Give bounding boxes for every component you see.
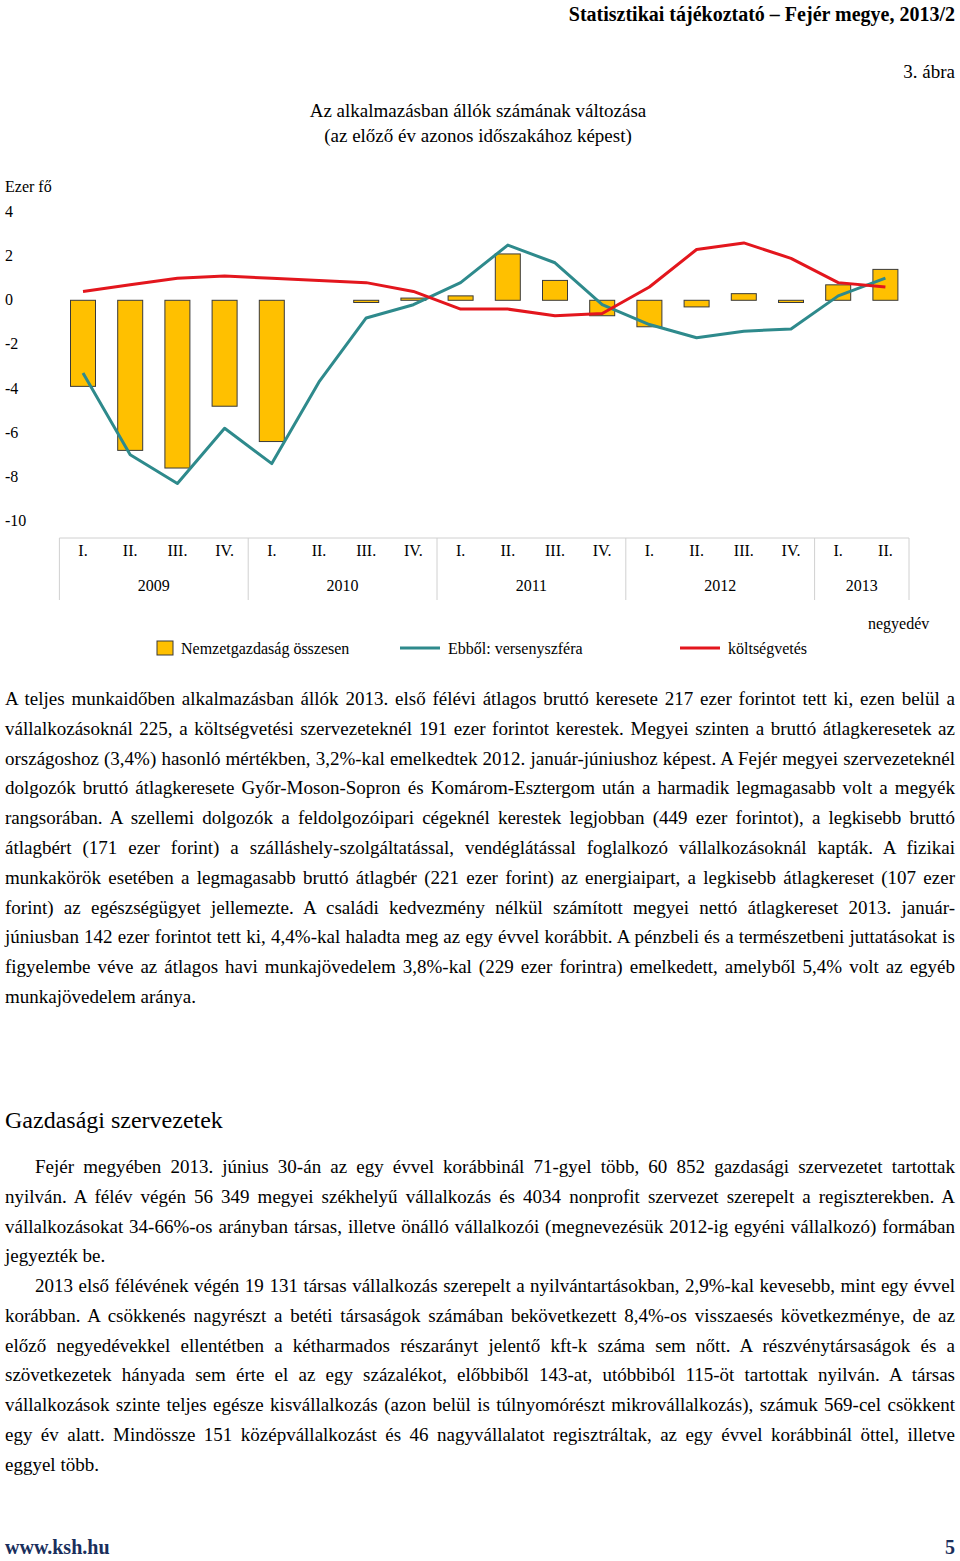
- bar: [543, 280, 568, 300]
- bar: [307, 300, 332, 301]
- group-separator: [909, 538, 910, 600]
- x-group-label: 2009: [138, 577, 170, 594]
- legend-label: Nemzetgazdaság összesen: [181, 640, 349, 658]
- x-tick-label: I.: [267, 542, 276, 559]
- bar: [495, 254, 520, 300]
- footer-url: www.ksh.hu: [5, 1536, 110, 1559]
- x-tick-label: II.: [123, 542, 138, 559]
- bar: [165, 300, 190, 468]
- chart-title: Az alkalmazásban állók számának változás…: [310, 100, 647, 121]
- y-tick-label: -4: [5, 380, 18, 397]
- figure-label: 3. ábra: [903, 61, 955, 82]
- x-axis-label: negyedév: [868, 615, 929, 633]
- y-tick-label: 2: [5, 247, 13, 264]
- bar: [212, 300, 237, 406]
- bar: [637, 300, 662, 326]
- bar: [448, 296, 473, 300]
- line-series: [83, 245, 885, 483]
- y-tick-label: -6: [5, 424, 18, 441]
- legend-swatch: [157, 641, 173, 655]
- x-axis-line: [59, 538, 909, 539]
- group-separator: [59, 538, 60, 600]
- x-tick-label: III.: [167, 542, 187, 559]
- paragraph: Fejér megyében 2013. június 30-án az egy…: [5, 1152, 955, 1271]
- chart-area: Statisztikai tájékoztató – Fejér megye, …: [0, 0, 960, 665]
- bar: [684, 300, 709, 307]
- x-tick-label: IV.: [782, 542, 801, 559]
- legend-swatch: [400, 647, 440, 650]
- y-tick-label: 4: [5, 203, 13, 220]
- paragraph: 2013 első félévének végén 19 131 társas …: [5, 1271, 955, 1480]
- y-tick-label: -2: [5, 335, 18, 352]
- x-tick-label: IV.: [593, 542, 612, 559]
- x-tick-label: III.: [545, 542, 565, 559]
- legend-label: Ebből: versenyszféra: [448, 640, 583, 658]
- x-tick-label: III.: [356, 542, 376, 559]
- x-tick-label: I.: [78, 542, 87, 559]
- paragraph: A teljes munkaidőben alkalmazásban állók…: [5, 684, 955, 1012]
- x-group-label: 2011: [516, 577, 547, 594]
- legend-label: költségvetés: [728, 640, 807, 658]
- x-tick-label: II.: [500, 542, 515, 559]
- page-number: 5: [945, 1536, 955, 1559]
- section-heading: Gazdasági szervezetek: [5, 1105, 223, 1135]
- x-tick-label: I.: [456, 542, 465, 559]
- bar: [731, 294, 756, 301]
- x-tick-label: III.: [734, 542, 754, 559]
- y-tick-label: -8: [5, 468, 18, 485]
- line-series: [83, 243, 885, 316]
- x-group-label: 2012: [704, 577, 736, 594]
- group-separator: [814, 538, 815, 600]
- x-tick-label: IV.: [404, 542, 423, 559]
- group-separator: [248, 538, 249, 600]
- y-tick-label: 0: [5, 291, 13, 308]
- x-group-label: 2010: [327, 577, 359, 594]
- plot-marks: [71, 243, 898, 484]
- group-separator: [625, 538, 626, 600]
- bar: [259, 300, 284, 441]
- bar: [779, 300, 804, 302]
- bar: [118, 300, 143, 450]
- y-tick-label: -10: [5, 512, 26, 529]
- legend-swatch: [680, 647, 720, 650]
- x-tick-label: II.: [312, 542, 327, 559]
- x-tick-label: I.: [645, 542, 654, 559]
- bar: [354, 300, 379, 302]
- x-group-label: 2013: [846, 577, 878, 594]
- chart-subtitle: (az előző év azonos időszakához képest): [324, 125, 632, 147]
- x-tick-label: II.: [878, 542, 893, 559]
- group-separator: [437, 538, 438, 600]
- x-tick-label: I.: [834, 542, 843, 559]
- page-header: Statisztikai tájékoztató – Fejér megye, …: [569, 3, 955, 26]
- x-tick-label: IV.: [215, 542, 234, 559]
- y-axis-label: Ezer fő: [5, 178, 52, 195]
- x-tick-label: II.: [689, 542, 704, 559]
